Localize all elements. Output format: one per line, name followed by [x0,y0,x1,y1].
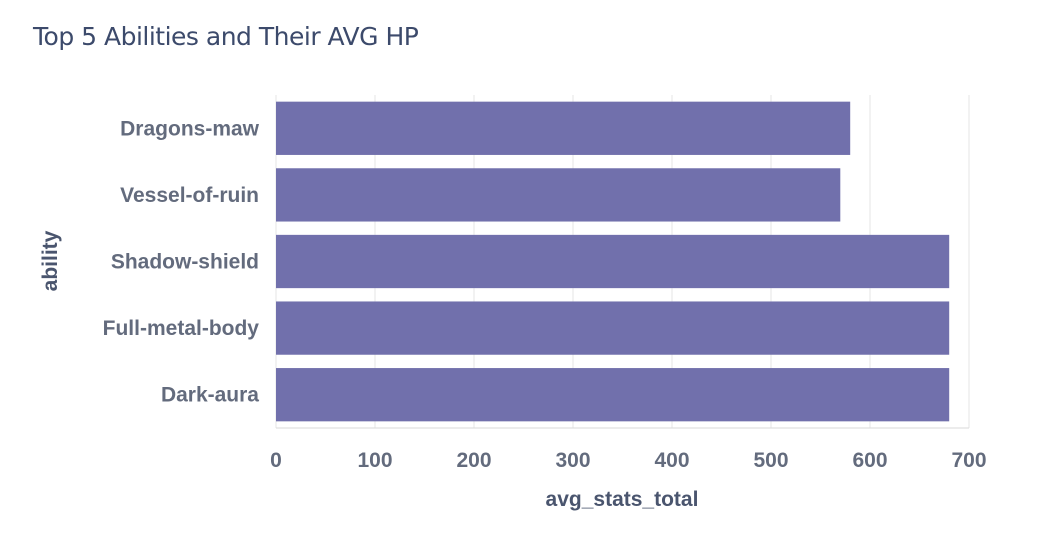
y-tick-label: Dragons-maw [120,117,260,140]
x-tick-label: 600 [852,449,887,472]
x-tick-label: 100 [357,449,392,472]
x-tick-label: 700 [951,449,986,472]
x-tick-label: 0 [270,449,282,472]
x-tick-label: 400 [654,449,689,472]
y-tick-label: Full-metal-body [103,317,260,340]
x-tick-labels: 0 100 200 300 400 500 600 700 [270,449,986,472]
y-axis-title: ability [39,230,62,291]
y-tick-label: Vessel-of-ruin [120,184,259,207]
chart-title: Top 5 Abilities and Their AVG HP [33,22,419,51]
bar-dragons-maw [276,101,851,155]
bar-full-metal-body [276,301,950,355]
bar-shadow-shield [276,234,950,289]
x-tick-label: 500 [753,449,788,472]
y-tick-labels: Dragons-maw Vessel-of-ruin Shadow-shield Fu… [103,117,260,406]
bar-vessel-of-ruin [276,168,841,222]
x-tick-label: 300 [555,449,590,472]
x-axis-title: avg_stats_total [546,488,699,511]
bars [276,101,950,422]
x-tick-label: 200 [456,449,491,472]
y-tick-label: Dark-aura [161,384,259,407]
bar-dark-aura [276,368,950,422]
y-tick-label: Shadow-shield [111,251,259,274]
